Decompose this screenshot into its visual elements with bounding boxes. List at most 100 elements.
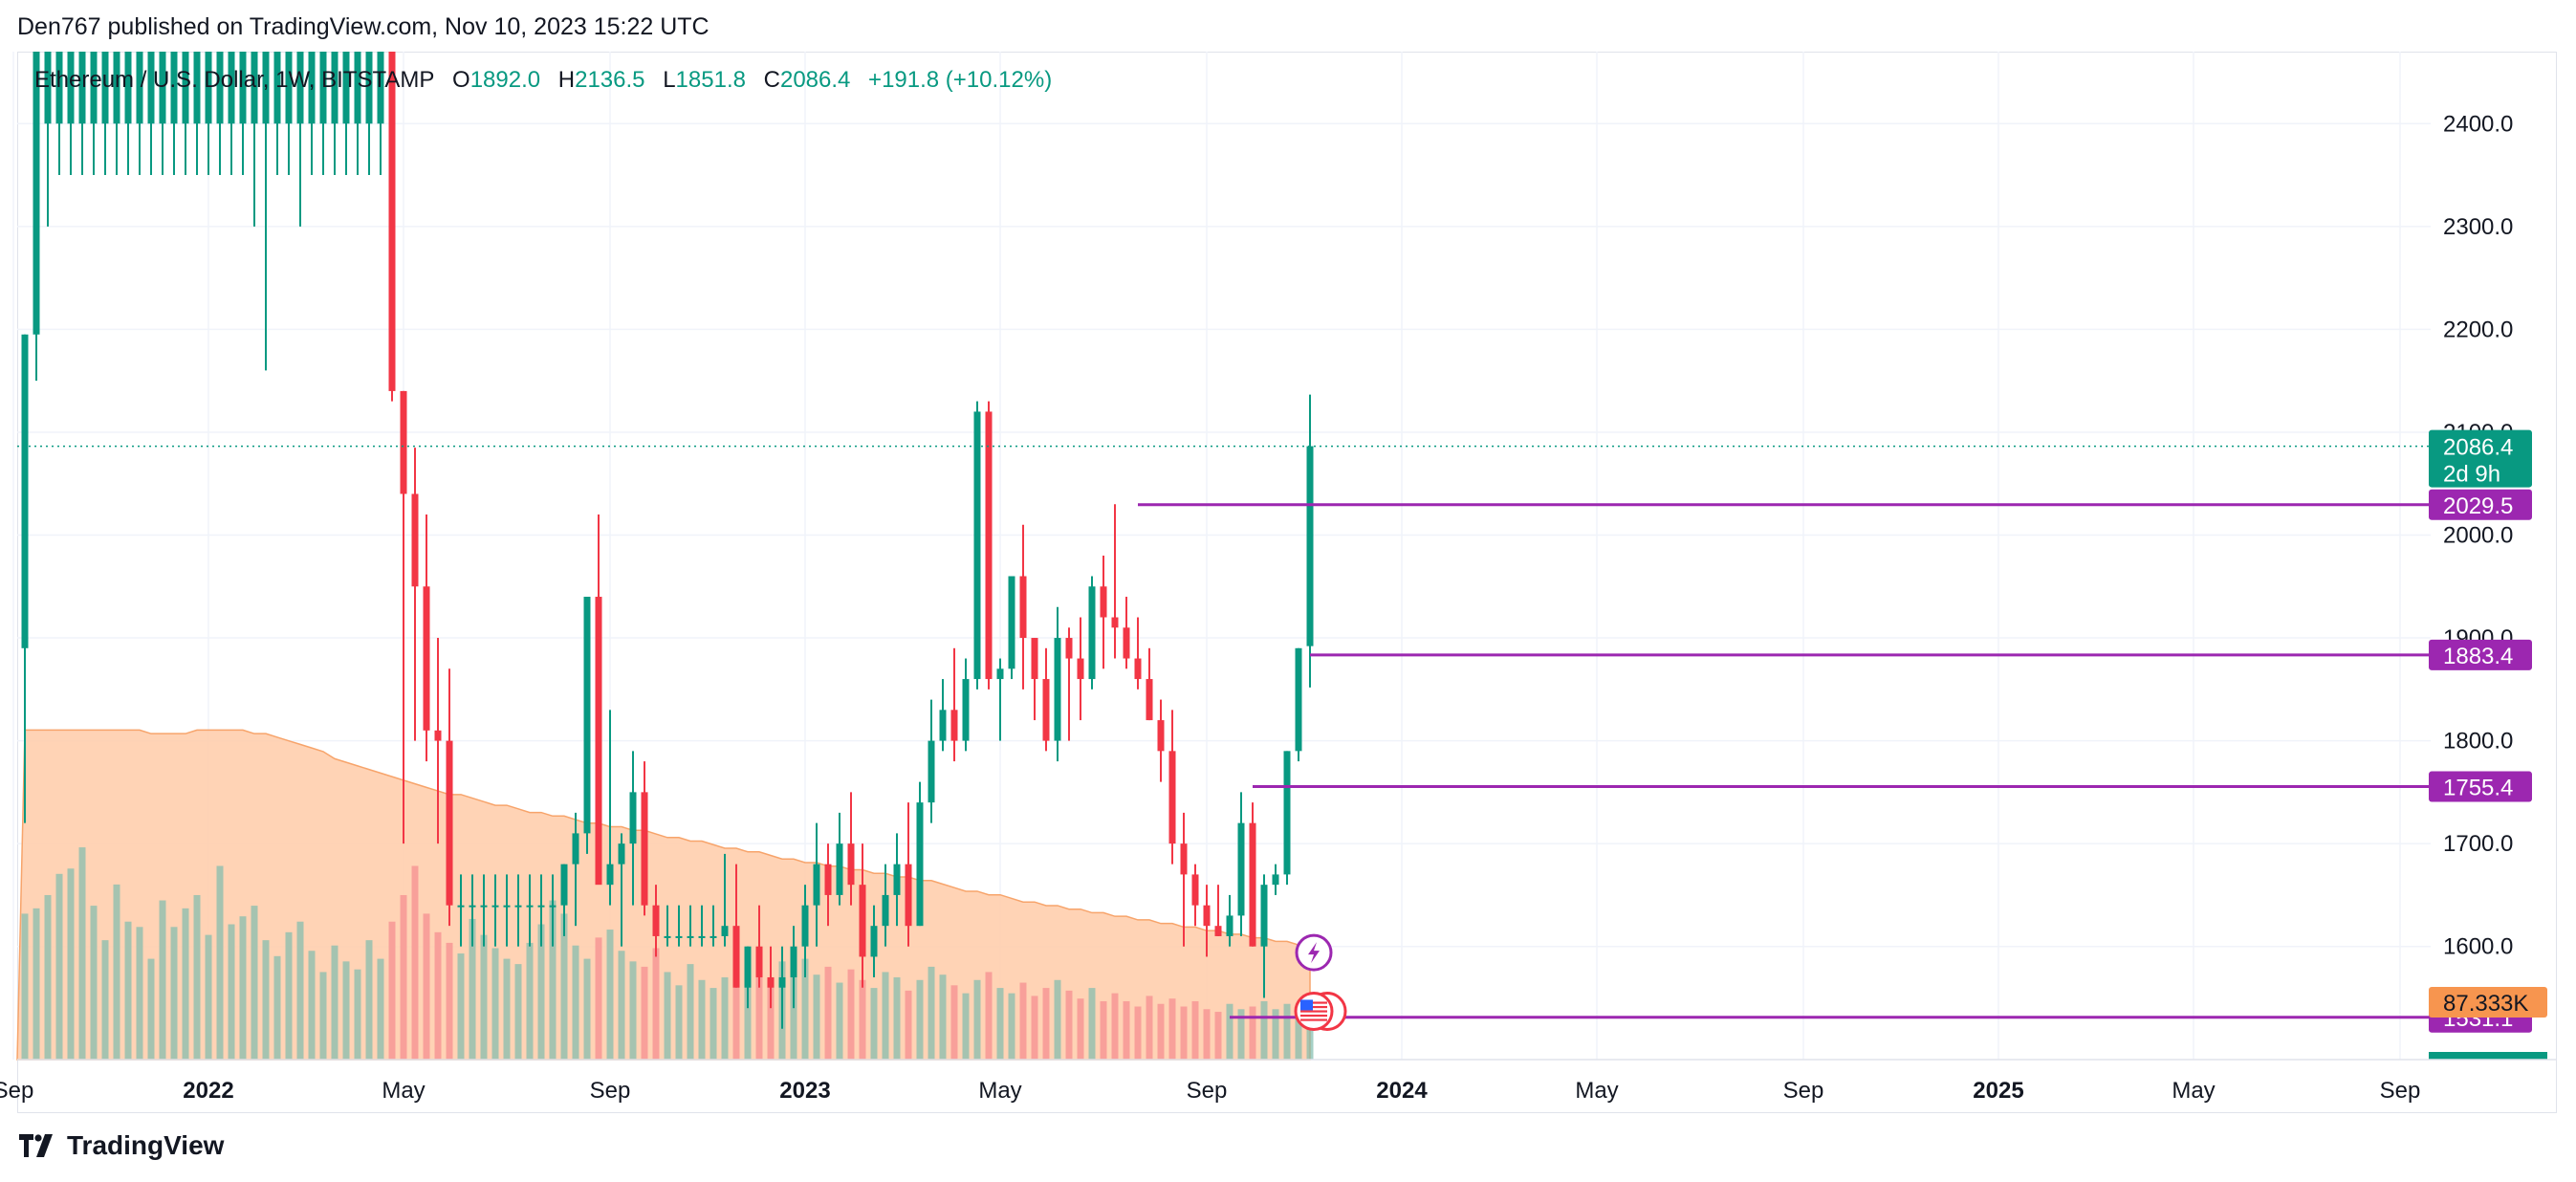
candle-body[interactable] — [813, 864, 820, 906]
candle-body[interactable] — [526, 905, 534, 908]
candle-body[interactable] — [78, 52, 86, 124]
candle-body[interactable] — [572, 833, 579, 865]
candle-body[interactable] — [251, 52, 258, 124]
candle-body[interactable] — [1019, 576, 1027, 639]
candle-body[interactable] — [698, 935, 706, 938]
candle-body[interactable] — [1272, 874, 1279, 886]
candle-body[interactable] — [732, 926, 740, 988]
candle-body[interactable] — [514, 905, 522, 908]
candle-body[interactable] — [365, 52, 373, 124]
level-price-badge[interactable] — [2429, 771, 2532, 802]
candle-body[interactable] — [182, 52, 189, 124]
candle-body[interactable] — [67, 52, 75, 124]
candle-body[interactable] — [469, 905, 476, 908]
candle-body[interactable] — [101, 52, 109, 124]
candle-body[interactable] — [824, 864, 832, 895]
candle-body[interactable] — [400, 390, 407, 494]
candle-body[interactable] — [687, 935, 694, 938]
candle-body[interactable] — [90, 52, 98, 124]
candle-body[interactable] — [1008, 576, 1015, 669]
candle-body[interactable] — [1191, 874, 1199, 906]
candle-body[interactable] — [1042, 679, 1050, 741]
candle-body[interactable] — [652, 905, 660, 936]
candle-body[interactable] — [1054, 638, 1061, 741]
event-markers[interactable] — [1294, 933, 1347, 1031]
candle-body[interactable] — [755, 946, 763, 977]
candle-body[interactable] — [21, 334, 29, 648]
candle-body[interactable] — [560, 864, 568, 906]
candle-body[interactable] — [905, 864, 912, 927]
candle-body[interactable] — [595, 597, 602, 886]
candle-body[interactable] — [308, 52, 316, 124]
candle-body[interactable] — [216, 52, 224, 124]
candle-body[interactable] — [124, 52, 132, 124]
candle-body[interactable] — [996, 668, 1004, 680]
candle-body[interactable] — [147, 52, 155, 124]
candle-body[interactable] — [709, 935, 717, 938]
candle-body[interactable] — [1146, 679, 1153, 721]
candle-body[interactable] — [193, 52, 201, 124]
candle-body[interactable] — [170, 52, 178, 124]
candle-body[interactable] — [606, 864, 614, 886]
candle-body[interactable] — [136, 52, 143, 124]
candle-body[interactable] — [377, 52, 384, 124]
candle-body[interactable] — [847, 843, 855, 886]
candle-body[interactable] — [434, 730, 442, 741]
candle-body[interactable] — [950, 710, 958, 741]
candle-body[interactable] — [836, 843, 843, 895]
candle-body[interactable] — [1180, 843, 1188, 875]
level-price-badge[interactable] — [2429, 639, 2532, 670]
candle-body[interactable] — [985, 411, 993, 680]
candle-body[interactable] — [675, 935, 683, 938]
candle-body[interactable] — [205, 52, 212, 124]
candle-body[interactable] — [1203, 905, 1211, 927]
candle-body[interactable] — [537, 905, 545, 908]
candle-body[interactable] — [1100, 586, 1107, 618]
candle-body[interactable] — [1306, 446, 1314, 646]
candle-body[interactable] — [939, 710, 947, 741]
candle-body[interactable] — [388, 52, 396, 391]
candle-body[interactable] — [664, 935, 671, 938]
candle-body[interactable] — [228, 52, 235, 124]
candle-body[interactable] — [239, 52, 247, 124]
candle-body[interactable] — [33, 52, 40, 335]
candle-body[interactable] — [767, 976, 775, 988]
candle-body[interactable] — [1214, 926, 1222, 936]
candle-body[interactable] — [1123, 627, 1130, 659]
candle-body[interactable] — [503, 905, 511, 908]
candle-body[interactable] — [882, 894, 889, 927]
candle-body[interactable] — [1295, 647, 1302, 752]
time-axis[interactable]: Sep 2022 May Sep 2023 May Sep 2024 May Sep 2025 May… — [0, 1059, 2557, 1104]
level-price-badge[interactable] — [2429, 489, 2532, 520]
candle-body[interactable] — [1237, 822, 1245, 916]
candle-body[interactable] — [859, 885, 866, 957]
candle-body[interactable] — [962, 679, 970, 741]
candle-body[interactable] — [319, 52, 327, 124]
current-price-badge[interactable] — [2429, 429, 2532, 488]
brand-footer[interactable]: TradingView — [19, 1130, 224, 1161]
candle-body[interactable] — [273, 52, 281, 124]
candle-body[interactable] — [801, 905, 809, 947]
candle-body[interactable] — [790, 946, 797, 977]
candle-body[interactable] — [1226, 915, 1233, 936]
candle-body[interactable] — [1168, 751, 1176, 844]
candle-body[interactable] — [1031, 638, 1038, 680]
candle-body[interactable] — [296, 52, 304, 124]
candle-body[interactable] — [262, 52, 270, 124]
candle-body[interactable] — [1077, 658, 1084, 680]
candle-body[interactable] — [342, 52, 350, 124]
price-axis[interactable]: 2400.02300.02200.02100.02000.01900.01800… — [2429, 111, 2547, 1060]
candle-body[interactable] — [446, 740, 453, 906]
candle-body[interactable] — [457, 905, 465, 908]
candles[interactable] — [21, 52, 1314, 1029]
chart-frame[interactable] — [17, 52, 2557, 1113]
candle-body[interactable] — [1111, 617, 1119, 628]
candle-body[interactable] — [629, 792, 637, 844]
candle-body[interactable] — [721, 926, 729, 936]
candle-body[interactable] — [411, 493, 419, 587]
candle-body[interactable] — [480, 905, 488, 908]
candle-body[interactable] — [423, 586, 430, 731]
candle-body[interactable] — [618, 843, 625, 865]
candle-body[interactable] — [1260, 885, 1268, 947]
